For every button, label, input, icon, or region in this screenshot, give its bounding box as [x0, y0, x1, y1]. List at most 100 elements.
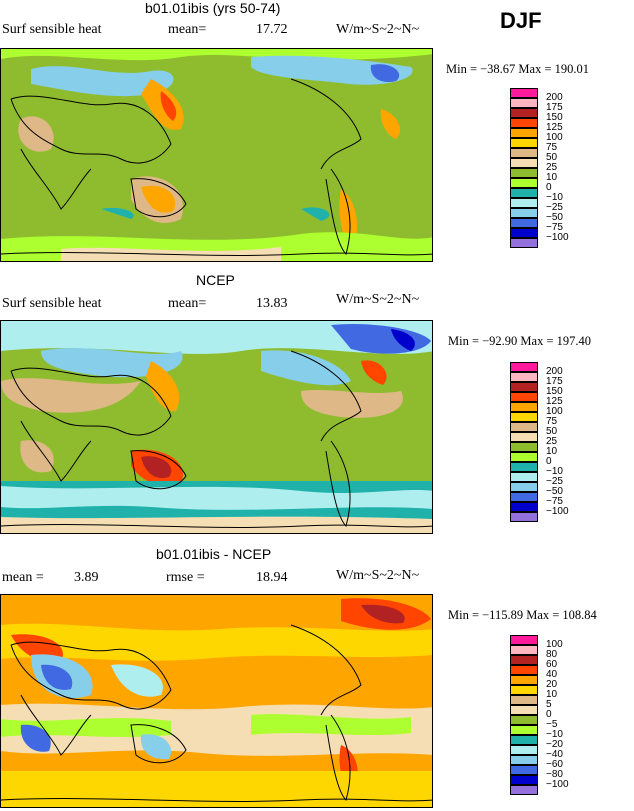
- panel3-legend-swatch-3: [510, 665, 538, 675]
- panel3-map-field: [1, 595, 432, 807]
- panel1-legend-swatch-14: [510, 228, 538, 238]
- panel2-units: W/m~S~2~N~: [336, 292, 420, 307]
- panel1-map: [0, 48, 433, 262]
- panel2-legend-swatch-3: [510, 392, 538, 402]
- panel1-legend-swatch-8: [510, 168, 538, 178]
- panel2-mean-label: mean=: [168, 296, 207, 311]
- panel2-legend-label-12: −50: [546, 486, 563, 497]
- panel1-legend-label-8: 10: [546, 172, 558, 183]
- panel3-legend-swatch-10: [510, 735, 538, 745]
- panel3-legend-swatch-14: [510, 775, 538, 785]
- panel2-legend-swatch-12: [510, 482, 538, 492]
- panel3-legend-swatch-8: [510, 715, 538, 725]
- panel2-legend-swatch-4: [510, 402, 538, 412]
- panel3-legend-label-11: −40: [546, 749, 563, 760]
- panel3-legend-swatch-4: [510, 675, 538, 685]
- panel2-legend-swatch-6: [510, 422, 538, 432]
- panel2-map: [0, 320, 433, 534]
- panel2-legend-swatch-7: [510, 432, 538, 442]
- panel1-legend-swatch-15: [510, 238, 538, 248]
- panel2-legend-label-13: −75: [546, 496, 563, 507]
- panel2-title: NCEP: [196, 272, 235, 288]
- panel1-legend-swatch-2: [510, 108, 538, 118]
- panel1-legend-swatch-1: [510, 98, 538, 108]
- panel1-legend-label-5: 75: [546, 142, 558, 153]
- panel1-legend-label-2: 150: [546, 112, 563, 123]
- panel3-legend-label-8: −5: [546, 719, 558, 730]
- panel1-minmax: Min = −38.67 Max = 190.01: [446, 62, 590, 76]
- panel2-legend-swatch-5: [510, 412, 538, 422]
- panel1-legend: 200 175 150 125 100 75 50 25 10 0 −10 −2…: [510, 88, 569, 260]
- panel3-legend-swatch-9: [510, 725, 538, 735]
- panel2-legend-swatch-11: [510, 472, 538, 482]
- panel2-legend-swatch-9: [510, 452, 538, 462]
- panel1-legend-swatch-6: [510, 148, 538, 158]
- panel3-legend-label-1: 80: [546, 649, 558, 660]
- panel1-legend-label-0: 200: [546, 92, 563, 103]
- panel2-legend-label-6: 50: [546, 426, 558, 437]
- panel2-legend-label-1: 175: [546, 376, 563, 387]
- panel1-legend-label-6: 50: [546, 152, 558, 163]
- panel3-units: W/m~S~2~N~: [336, 568, 420, 583]
- panel1-legend-label-13: −75: [546, 222, 563, 233]
- panel2-legend-label-5: 75: [546, 416, 558, 427]
- panel1-mean-label: mean=: [168, 22, 207, 37]
- panel1-legend-label-14: −100: [546, 232, 569, 243]
- panel1-mean-value: 17.72: [256, 22, 288, 37]
- panel3-legend-swatch-5: [510, 685, 538, 695]
- panel1-legend-label-9: 0: [546, 182, 552, 193]
- panel3-legend-label-4: 20: [546, 679, 558, 690]
- panel2-legend-label-3: 125: [546, 396, 563, 407]
- panel2-minmax: Min = −92.90 Max = 197.40: [448, 334, 592, 348]
- panel1-legend-label-1: 175: [546, 102, 563, 113]
- panel3-legend-label-10: −20: [546, 739, 563, 750]
- panel2-legend: 200 175 150 125 100 75 50 25 10 0 −10 −2…: [510, 362, 569, 534]
- panel2-legend-label-8: 10: [546, 446, 558, 457]
- panel1-legend-label-3: 125: [546, 122, 563, 133]
- panel3-legend-label-0: 100: [546, 639, 563, 650]
- panel1-legend-label-10: −10: [546, 192, 563, 203]
- panel3-mean-value: 3.89: [74, 570, 99, 585]
- panel3-legend-label-13: −80: [546, 769, 563, 780]
- panel2-legend-label-11: −25: [546, 476, 563, 487]
- panel1-legend-swatch-4: [510, 128, 538, 138]
- panel2-legend-swatch-2: [510, 382, 538, 392]
- panel1-legend-swatch-12: [510, 208, 538, 218]
- panel2-mean-value: 13.83: [256, 296, 288, 311]
- panel2-legend-label-7: 25: [546, 436, 558, 447]
- panel2-legend-label-9: 0: [546, 456, 552, 467]
- panel3-legend-swatch-7: [510, 705, 538, 715]
- panel3-legend-swatch-13: [510, 765, 538, 775]
- panel3-legend-label-6: 5: [546, 699, 552, 710]
- panel1-legend-label-12: −50: [546, 212, 563, 223]
- panel2-legend-swatch-1: [510, 372, 538, 382]
- panel2-legend-swatch-0: [510, 362, 538, 372]
- panel1-variable-label: Surf sensible heat: [2, 22, 102, 37]
- panel2-legend-swatch-13: [510, 492, 538, 502]
- panel3-minmax: Min = −115.89 Max = 108.84: [448, 608, 597, 622]
- panel3-legend: 100 80 60 40 20 10 5 0 −5 −10 −20 −40 −6…: [510, 635, 569, 807]
- panel1-legend-label-11: −25: [546, 202, 563, 213]
- panel1-map-field: [1, 49, 432, 261]
- panel1-title: b01.01ibis (yrs 50-74): [145, 0, 281, 16]
- panel1-legend-swatch-11: [510, 198, 538, 208]
- panel2-legend-label-2: 150: [546, 386, 563, 397]
- panel3-legend-swatch-15: [510, 785, 538, 795]
- panel3-title: b01.01ibis - NCEP: [156, 546, 272, 562]
- panel1-units: W/m~S~2~N~: [336, 22, 420, 37]
- panel1-legend-swatch-5: [510, 138, 538, 148]
- panel1-legend-swatch-10: [510, 188, 538, 198]
- panel3-legend-label-2: 60: [546, 659, 558, 670]
- panel2-legend-label-14: −100: [546, 506, 569, 517]
- panel3-map: [0, 594, 433, 808]
- panel3-legend-label-9: −10: [546, 729, 563, 740]
- panel2-variable-label: Surf sensible heat: [2, 296, 102, 311]
- panel1-legend-swatch-13: [510, 218, 538, 228]
- panel3-mean-label: mean =: [2, 570, 44, 585]
- panel2-legend-swatch-10: [510, 462, 538, 472]
- panel3-legend-label-12: −60: [546, 759, 563, 770]
- panel1-legend-label-4: 100: [546, 132, 563, 143]
- panel2-legend-swatch-15: [510, 512, 538, 522]
- panel3-legend-swatch-2: [510, 655, 538, 665]
- panel1-legend-swatch-7: [510, 158, 538, 168]
